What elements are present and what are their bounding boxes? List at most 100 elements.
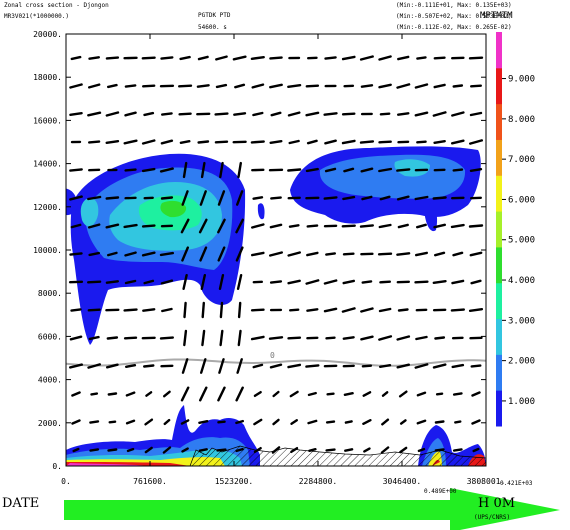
wind-vector (72, 447, 80, 453)
y-tick-label: 20000. (33, 30, 62, 39)
x-tick-label: 3046400. (383, 477, 422, 486)
wind-vector (452, 251, 464, 257)
date-label: DATE (2, 496, 40, 511)
colorbar-swatch (496, 175, 502, 212)
wind-vector (305, 84, 320, 88)
wind-vector (360, 335, 374, 341)
wind-vector (180, 386, 190, 402)
wind-vector (272, 418, 280, 426)
wind-vector (416, 223, 427, 229)
wind-vector (452, 168, 464, 172)
zero-contour-label: 0 (270, 351, 275, 360)
wind-vector (306, 139, 318, 145)
wind-vector (199, 246, 208, 262)
wind-vector (396, 252, 411, 256)
wind-vector (432, 280, 447, 284)
wind-vector (90, 392, 99, 396)
wind-vector (471, 391, 481, 397)
wind-vector (106, 336, 119, 340)
wind-vector (235, 419, 245, 425)
wind-vector (434, 448, 445, 452)
colorbar-swatch (496, 354, 502, 391)
wind-vector (108, 420, 117, 424)
wind-vector (160, 139, 174, 145)
wind-vector (341, 224, 356, 228)
cloud-wisp (257, 203, 265, 220)
colorbar-swatch (496, 139, 502, 176)
wind-vector (269, 223, 283, 229)
wind-vector (287, 336, 302, 340)
wind-vector (235, 447, 244, 453)
wind-vector (432, 111, 447, 117)
wind-vector (361, 280, 373, 284)
wind-vector (88, 335, 100, 341)
wind-vector (183, 301, 187, 319)
wind-vector (199, 358, 207, 374)
wind-vector (450, 223, 465, 229)
wind-vector (200, 161, 206, 179)
colorbar-swatch (496, 32, 502, 69)
y-tick-label: 2000. (38, 419, 62, 428)
wind-vector (159, 336, 175, 340)
wind-vector (416, 56, 427, 60)
wind-vector (434, 420, 445, 424)
wind-vector (181, 447, 189, 453)
y-tick-label: 10000. (33, 246, 62, 255)
wind-vector (88, 251, 101, 257)
wind-vector (432, 363, 447, 369)
wind-vector (161, 307, 173, 313)
wind-vector (396, 195, 410, 201)
wind-vector (200, 274, 207, 290)
wind-vector (68, 363, 84, 369)
wind-vector (105, 111, 120, 117)
wind-vector (471, 419, 481, 425)
wind-vector (250, 308, 265, 312)
wind-vector (197, 140, 210, 144)
wind-vector (379, 112, 391, 116)
wind-vector (269, 251, 283, 257)
range-line-3: (Min:-0.112E-02, Max: 0.265E-02) (396, 24, 512, 31)
wind-vector (472, 447, 480, 453)
wind-vector (87, 140, 101, 144)
wind-vector (287, 363, 302, 369)
wind-vector (380, 446, 390, 454)
wind-vector (470, 279, 482, 285)
wind-vector (287, 111, 301, 117)
y-tick-label: 12000. (33, 203, 62, 212)
wind-vector (324, 139, 337, 145)
zero-contour-line (66, 358, 486, 367)
wind-vector (344, 448, 354, 452)
wind-vector (306, 224, 319, 228)
wind-vector (71, 391, 81, 397)
wind-vector (198, 386, 208, 402)
wind-vector (253, 391, 262, 397)
wind-vector (451, 363, 465, 369)
wind-vector (397, 112, 410, 116)
wind-vector (250, 223, 265, 229)
wind-vector (416, 419, 427, 425)
wind-vector (326, 392, 335, 396)
wind-vector (105, 363, 119, 369)
wind-vector (87, 363, 102, 369)
wind-vector (219, 161, 224, 179)
wind-vector (415, 251, 428, 257)
wind-vector (143, 111, 155, 117)
colorbar-swatch (496, 246, 502, 284)
time-label: H 0M (478, 496, 516, 511)
wind-vector (451, 279, 465, 285)
wind-vector (290, 419, 298, 425)
wind-vector (434, 251, 446, 257)
wind-vector (452, 448, 463, 452)
wind-vector (381, 418, 390, 426)
wind-vector (323, 307, 338, 313)
wind-vector (433, 139, 446, 145)
wind-vector (250, 251, 265, 257)
wind-vector (271, 446, 281, 454)
wind-vector (253, 447, 262, 453)
y-tick-label: 0. (52, 462, 62, 471)
wind-vector (378, 335, 393, 341)
range-line-1: (Min:-0.111E+01, Max: 0.135E+03) (396, 2, 512, 9)
wind-vector (454, 420, 462, 424)
wind-vector (217, 190, 226, 206)
